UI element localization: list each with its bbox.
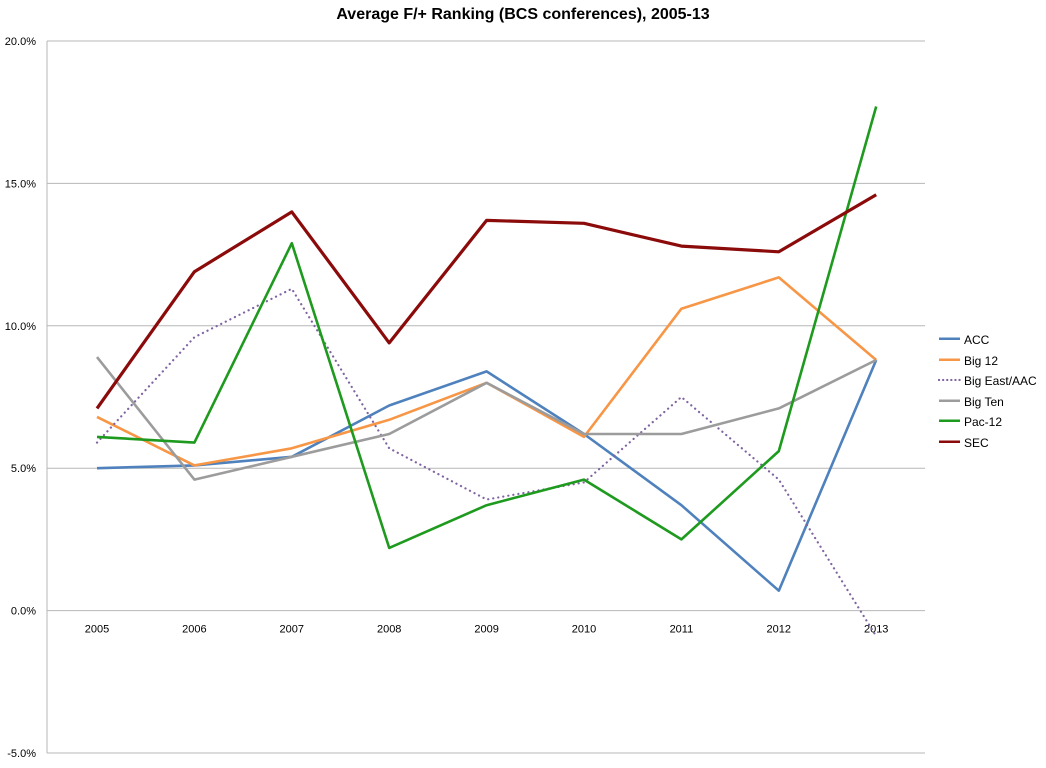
series-lines [95,106,878,638]
x-tick-label: 2010 [572,624,596,636]
x-tick-label: 2013 [864,624,888,636]
series-line-pac-12 [96,106,878,550]
legend-swatch [939,399,960,402]
gridlines [46,40,925,754]
chart-title: Average F/+ Ranking (BCS conferences), 2… [336,6,710,23]
series-line-big-ten [95,356,877,481]
legend-swatch [939,419,960,422]
y-tick-label: 20.0% [5,36,36,48]
x-tick-label: 2007 [280,624,304,636]
legend-label: ACC [964,333,990,347]
legend-swatch [939,358,960,361]
y-tick-label: 15.0% [5,178,36,190]
legend-swatch [939,337,960,340]
legend-label: Big Ten [964,394,1004,409]
y-tick-label: -5.0% [7,748,36,760]
legend-label: Big East/AAC [964,374,1037,388]
x-tick-label: 2011 [670,624,694,636]
x-axis-tick-labels: 2005 2006 2007 2008 2009 2010 2011 2012 2013 [85,624,889,636]
x-tick-label: 2012 [767,624,791,636]
series-line-sec [95,193,878,410]
x-tick-label: 2009 [474,624,498,636]
series-line-big-east-aac [95,287,878,638]
legend-label: Pac-12 [964,415,1003,429]
x-tick-label: 2005 [85,624,109,636]
y-tick-label: 10.0% [5,321,36,333]
y-axis-tick-labels: -5.0% 0.0% 5.0% 10.0% 15.0% 20.0% [5,36,36,760]
legend-swatch [938,378,962,381]
legend-swatch [939,440,960,443]
series-line-acc [96,359,878,593]
x-tick-label: 2006 [182,624,206,636]
legend-label: Big 12 [964,353,999,368]
x-tick-label: 2008 [377,624,401,636]
y-tick-label: 5.0% [11,463,36,475]
y-tick-label: 0.0% [11,606,36,618]
legend-label: SEC [964,435,989,450]
